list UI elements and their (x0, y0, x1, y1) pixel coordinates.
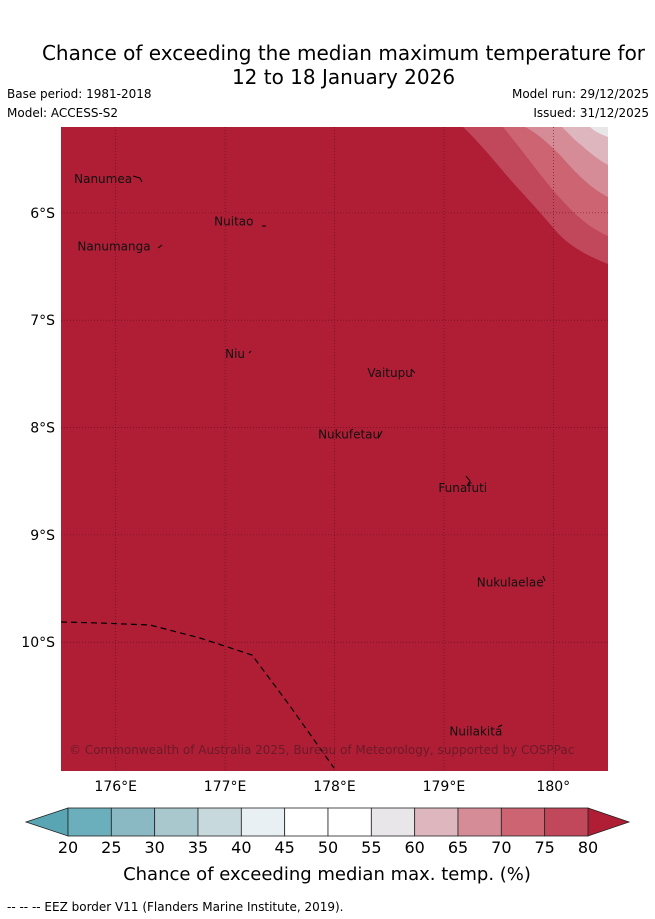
colorbar-tick-label: 30 (144, 838, 164, 857)
colorbar-tick-label: 80 (578, 838, 598, 857)
eez-footnote: -- -- -- EEZ border V11 (Flanders Marine… (7, 900, 344, 914)
latitude-tick-label: 9°S (30, 528, 55, 544)
colorbar-tick-label: 75 (534, 838, 554, 857)
island-outline-nanumanga (157, 244, 163, 249)
longitude-tick-label: 177°E (204, 779, 247, 795)
colorbar-segment (284, 807, 329, 837)
colorbar-segment (327, 807, 372, 837)
place-label: Nuitao (214, 215, 253, 229)
colorbar-segment (240, 807, 286, 837)
colorbar-tick-label: 40 (231, 838, 251, 857)
model-run: Model run: 29/12/2025 (511, 87, 649, 101)
island-outline-nukulaelae (542, 575, 546, 582)
latitude-tick-label: 8°S (30, 421, 55, 437)
colorbar-segment (457, 807, 502, 837)
place-label: Nanumanga (77, 239, 150, 253)
colorbar-tick-label: 55 (361, 838, 381, 857)
colorbar: 20 25 30 35 40 45 50 55 60 65 70 75 80 Chance of exc… (24, 807, 631, 885)
colorbar-segment (67, 807, 112, 837)
place-label: Nukufetau (318, 427, 380, 441)
colorbar-tick-label: 35 (188, 838, 208, 857)
place-labels: Nanumea Nuitao Nanumanga Niu Vaitupu Nukufeta… (74, 172, 544, 739)
place-label: Vaitupu (367, 366, 413, 380)
colorbar-ticks: 20 25 30 35 40 45 50 55 60 65 70 75 80 (58, 838, 598, 857)
chart-title: Chance of exceeding the median maximum t… (0, 41, 655, 89)
longitude-tick-label: 176°E (94, 779, 137, 795)
gridlines (61, 127, 608, 771)
colorbar-title: Chance of exceeding median max. temp. (%… (123, 864, 531, 885)
colorbar-under-arrow (24, 807, 69, 837)
island-outline-niu (248, 350, 252, 354)
colorbar-segment (414, 807, 459, 837)
colorbar-segment (370, 807, 416, 837)
colorbar-segment (500, 807, 546, 837)
longitude-tick-label: 180° (536, 779, 570, 795)
band-60 (562, 127, 608, 165)
copyright-notice: © Commonwealth of Australia 2025, Bureau… (69, 743, 574, 757)
island-outline-vaitupu (410, 368, 416, 374)
title-line-2: 12 to 18 January 2026 (231, 65, 456, 89)
colorbar-tick-label: 60 (404, 838, 424, 857)
island-outline-nukufetau (378, 430, 383, 438)
colorbar-tick-label: 50 (318, 838, 338, 857)
colorbar-segment (544, 807, 589, 837)
colorbar-tick-label: 45 (274, 838, 294, 857)
latitude-tick-label: 6°S (30, 206, 55, 222)
island-outline-nuilakita (497, 724, 503, 728)
colorbar-tick-label: 65 (448, 838, 468, 857)
map-area: Nanumea Nuitao Nanumanga Niu Vaitupu Nukufeta… (61, 127, 608, 771)
colorbar-tick-label: 25 (101, 838, 121, 857)
colorbar-tick-label: 20 (58, 838, 78, 857)
place-label: Nukulaelae (477, 575, 544, 589)
colorbar-over-arrow (587, 807, 631, 837)
latitude-labels: 6°S 7°S 8°S 9°S 10°S (21, 206, 55, 651)
longitude-tick-label: 178°E (313, 779, 356, 795)
model-name: Model: ACCESS-S2 (7, 106, 119, 120)
title-line-1: Chance of exceeding the median maximum t… (41, 41, 646, 65)
place-label: Nuilakita (449, 725, 502, 739)
longitude-tick-label: 179°E (423, 779, 466, 795)
island-outline-nanumea (132, 175, 143, 183)
place-label: Niu (225, 347, 245, 361)
band-55 (590, 127, 608, 137)
island-outline-funafuti (465, 475, 471, 487)
colorbar-tick-label: 70 (491, 838, 511, 857)
longitude-labels: 176°E 177°E 178°E 179°E 180° (94, 779, 570, 795)
issued-date: Issued: 31/12/2025 (533, 106, 649, 120)
place-label: Funafuti (438, 481, 487, 495)
latitude-tick-label: 7°S (30, 313, 55, 329)
place-label: Nanumea (74, 172, 132, 186)
eez-border (61, 621, 335, 769)
colorbar-segments (67, 807, 589, 837)
colorbar-segment (197, 807, 242, 837)
colorbar-segment (110, 807, 156, 837)
colorbar-segment (154, 807, 199, 837)
latitude-tick-label: 10°S (21, 635, 55, 651)
base-period: Base period: 1981-2018 (7, 87, 152, 101)
